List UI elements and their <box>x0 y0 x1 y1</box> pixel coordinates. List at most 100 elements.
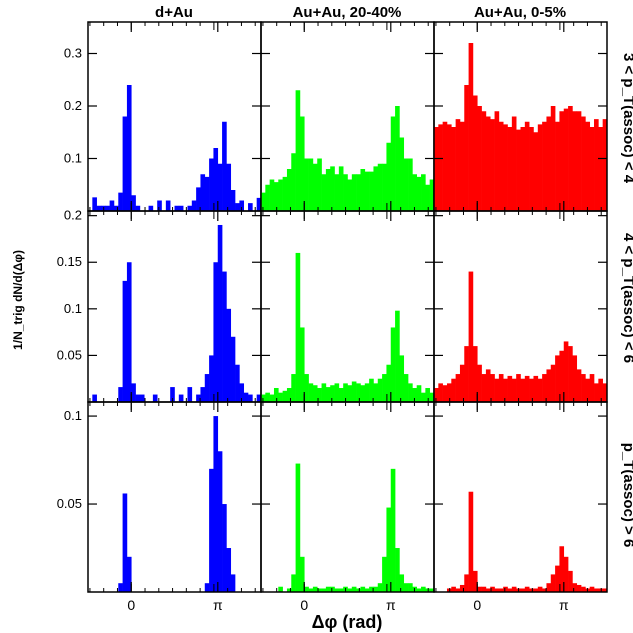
histogram-bin <box>286 588 292 592</box>
y-tick-label: 0.15 <box>57 254 82 269</box>
panel-frame <box>433 401 608 593</box>
histogram-bin <box>529 588 534 592</box>
histogram-bin <box>585 378 591 402</box>
histogram-bin <box>399 574 405 592</box>
histogram-bin <box>360 586 366 592</box>
histogram-bin <box>498 588 504 592</box>
histogram-bin <box>511 378 517 402</box>
histogram-bin <box>196 187 201 212</box>
histogram-bin <box>118 387 123 402</box>
x-tick-label: π <box>213 597 223 613</box>
histogram-bin <box>209 158 214 211</box>
histogram-bin <box>581 116 586 211</box>
x-tick-label: 0 <box>473 597 481 613</box>
histogram-bin <box>434 127 439 211</box>
histogram-bin <box>312 163 318 211</box>
histogram-bin <box>555 355 560 402</box>
histogram-bin <box>576 111 582 211</box>
histogram-bin <box>334 383 340 402</box>
histogram-bin <box>408 383 413 402</box>
histogram-bin <box>321 174 327 211</box>
histogram-bin <box>481 374 487 402</box>
histogram-bin <box>477 586 482 592</box>
y-tick-label: 0.1 <box>64 408 82 423</box>
histogram-bin <box>330 385 335 402</box>
histogram-bin <box>524 375 530 402</box>
histogram-bin <box>135 394 141 402</box>
histogram-bin <box>204 583 210 592</box>
histogram-bin <box>312 586 318 592</box>
panel-frame <box>260 210 435 403</box>
histogram-bin <box>477 364 482 402</box>
histogram-bin <box>334 174 340 211</box>
histogram-bin <box>550 364 556 402</box>
y-axis-label: 1/N_trig dN/d(Δφ) <box>11 250 25 350</box>
histogram-bin <box>360 385 366 402</box>
histogram-bin <box>390 116 396 211</box>
histogram-bin <box>321 588 327 592</box>
histogram-bin <box>520 588 526 592</box>
histogram-bin <box>174 205 180 211</box>
histogram-bin <box>438 124 443 212</box>
x-tick-label: π <box>559 597 569 613</box>
histogram-bin <box>118 583 123 592</box>
histogram-bin <box>364 383 370 402</box>
histogram-bin <box>295 252 301 402</box>
histogram-bin <box>511 116 517 211</box>
histogram-bin <box>243 392 249 402</box>
histogram-bin <box>568 570 573 592</box>
histogram-bin <box>442 121 448 211</box>
histogram-bin <box>546 116 552 211</box>
histogram-bin <box>157 200 162 211</box>
histogram-bin <box>269 179 275 211</box>
histogram-bin <box>295 463 301 592</box>
histogram-bin <box>485 116 491 211</box>
histogram-bin <box>429 588 435 592</box>
histogram-bin <box>226 308 232 402</box>
y-tick-label: 0.05 <box>57 347 82 362</box>
histogram-bin <box>222 271 227 402</box>
histogram-bin <box>152 394 158 402</box>
histogram-bin <box>481 111 487 211</box>
histogram-bin <box>200 174 206 211</box>
histogram-bin <box>408 583 413 592</box>
histogram-bin <box>589 586 595 592</box>
histogram-bin <box>317 588 322 592</box>
histogram-bin <box>235 203 240 212</box>
histogram-bin <box>382 163 387 211</box>
histogram-bin <box>546 583 552 592</box>
histogram-bin <box>498 121 504 211</box>
histogram-bin <box>304 586 309 592</box>
panel-grid: 0.1 0.2 0.3 0.05 0.1 0.15 0.2 0.05 0.1 0 π 0 π 0 π <box>57 21 608 613</box>
histogram-bin <box>92 197 97 211</box>
histogram-bin <box>178 205 184 211</box>
histogram-bin <box>109 200 115 211</box>
histogram-bin <box>507 127 513 211</box>
histogram-bin <box>248 203 253 212</box>
histogram-bin <box>498 374 504 402</box>
histogram-bin <box>217 224 223 402</box>
histogram-bin <box>416 176 422 212</box>
histogram-bin <box>395 106 400 211</box>
histogram-bin <box>416 385 422 402</box>
histogram-bin <box>351 381 357 402</box>
x-axis-label: Δφ (rad) <box>312 612 383 632</box>
histogram-bin <box>239 383 245 402</box>
histogram-bin <box>278 586 283 592</box>
histogram-bin <box>126 262 132 402</box>
histogram-bin <box>291 153 296 211</box>
histogram-bin <box>459 364 465 402</box>
histogram-bin <box>178 394 184 402</box>
histogram-bin <box>265 184 270 211</box>
histogram-bin <box>122 116 128 211</box>
histogram-bin <box>390 327 396 402</box>
histogram-bin <box>563 108 569 211</box>
histogram-bin <box>581 374 586 402</box>
histogram-bin <box>222 121 227 211</box>
histogram-bin <box>451 378 456 402</box>
histogram-bin <box>196 394 201 402</box>
histogram-bin <box>429 392 435 402</box>
histogram-bin <box>576 369 582 402</box>
histogram-bin <box>503 124 508 212</box>
histogram-bin <box>377 163 383 211</box>
